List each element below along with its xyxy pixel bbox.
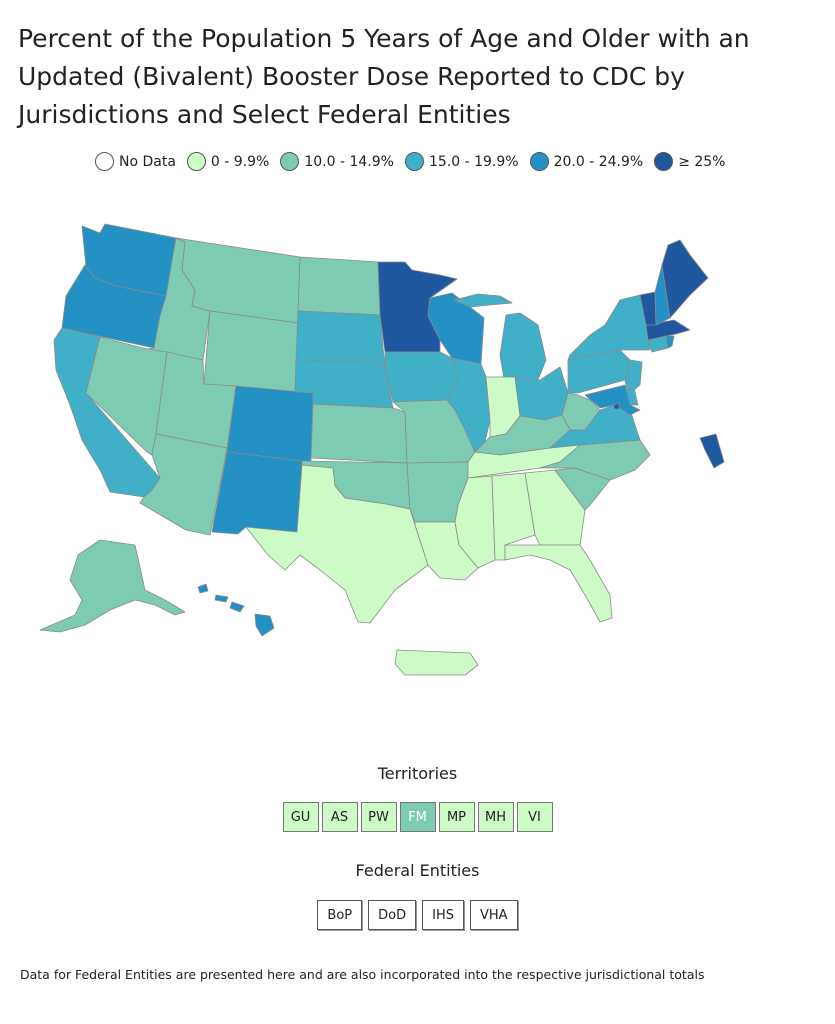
federal-entities-buttons: BoP DoD IHS VHA bbox=[0, 900, 835, 930]
legend-item[interactable]: 15.0 - 19.9% bbox=[404, 152, 519, 171]
state-IA[interactable] bbox=[384, 351, 459, 403]
territory-button-gu[interactable]: GU bbox=[282, 802, 319, 832]
legend-swatch bbox=[95, 152, 114, 171]
legend-label: No Data bbox=[119, 153, 176, 170]
legend-label: 20.0 - 24.9% bbox=[553, 153, 644, 170]
legend-label: 0 - 9.9% bbox=[210, 153, 270, 170]
state-FL[interactable] bbox=[504, 544, 613, 623]
state-CO[interactable] bbox=[226, 385, 314, 463]
state-MI[interactable] bbox=[453, 293, 547, 385]
state-HI[interactable] bbox=[197, 583, 275, 637]
state-PR[interactable] bbox=[394, 649, 479, 676]
state-SD[interactable] bbox=[295, 310, 386, 369]
territory-button-pw[interactable]: PW bbox=[360, 802, 397, 832]
territories-title: Territories bbox=[377, 764, 458, 783]
legend-item[interactable]: ≥ 25% bbox=[654, 152, 726, 171]
legend-item[interactable]: 20.0 - 24.9% bbox=[529, 152, 644, 171]
state-TX[interactable] bbox=[245, 464, 429, 624]
state-WI[interactable] bbox=[427, 292, 485, 365]
legend-label: 15.0 - 19.9% bbox=[428, 153, 519, 170]
legend-swatch bbox=[529, 152, 549, 171]
chart-title: Percent of the Population 5 Years of Age… bbox=[18, 24, 750, 129]
legend-item[interactable]: 0 - 9.9% bbox=[186, 152, 270, 171]
territory-button-fm[interactable]: FM bbox=[399, 802, 436, 832]
state-AK[interactable] bbox=[39, 539, 186, 633]
federal-button-vha[interactable]: VHA bbox=[470, 900, 518, 930]
state-ME[interactable] bbox=[661, 239, 709, 319]
territory-button-mp[interactable]: MP bbox=[438, 802, 475, 832]
territory-button-mh[interactable]: MH bbox=[477, 802, 514, 832]
federal-entities-title: Federal Entities bbox=[355, 861, 480, 880]
us-map bbox=[39, 223, 725, 676]
legend: No Data 0 - 9.9% 10.0 - 14.9% 15.0 - 19.9% 2… bbox=[95, 152, 737, 171]
legend-label: ≥ 25% bbox=[678, 153, 726, 170]
legend-swatch bbox=[654, 152, 674, 171]
state-DC[interactable] bbox=[613, 402, 620, 410]
legend-item[interactable]: No Data bbox=[95, 152, 176, 171]
state-NM[interactable] bbox=[211, 451, 303, 535]
legend-swatch bbox=[280, 152, 300, 171]
legend-item[interactable]: 10.0 - 14.9% bbox=[280, 152, 394, 171]
state-NC[interactable] bbox=[539, 439, 651, 481]
territory-button-as[interactable]: AS bbox=[321, 802, 358, 832]
state-DC-marker[interactable] bbox=[699, 433, 725, 469]
federal-button-dod[interactable]: DoD bbox=[368, 900, 417, 930]
territories-buttons: GU AS PW FM MP MH VI bbox=[0, 802, 835, 832]
legend-swatch bbox=[186, 152, 206, 171]
territory-button-vi[interactable]: VI bbox=[516, 802, 553, 832]
footnote: Data for Federal Entities are presented … bbox=[20, 967, 705, 982]
state-WY[interactable] bbox=[203, 310, 299, 393]
federal-button-bop[interactable]: BoP bbox=[317, 900, 363, 930]
state-RI[interactable] bbox=[665, 335, 675, 349]
state-AZ[interactable] bbox=[139, 433, 228, 536]
legend-swatch bbox=[404, 152, 424, 171]
legend-label: 10.0 - 14.9% bbox=[304, 153, 394, 170]
federal-button-ihs[interactable]: IHS bbox=[422, 900, 464, 930]
state-ND[interactable] bbox=[297, 256, 381, 316]
state-MA[interactable] bbox=[645, 319, 691, 341]
state-NY[interactable] bbox=[567, 294, 651, 361]
state-MD[interactable] bbox=[584, 384, 641, 416]
state-KS[interactable] bbox=[310, 403, 408, 464]
